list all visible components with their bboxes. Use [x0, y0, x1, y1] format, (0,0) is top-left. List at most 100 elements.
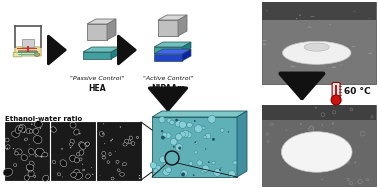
Bar [262, 105, 376, 186]
Ellipse shape [262, 40, 267, 41]
Circle shape [78, 170, 79, 171]
Circle shape [203, 167, 209, 172]
Ellipse shape [369, 18, 370, 19]
Circle shape [181, 170, 187, 177]
Circle shape [61, 148, 63, 149]
Ellipse shape [18, 127, 22, 131]
Circle shape [189, 161, 193, 166]
Circle shape [201, 170, 204, 173]
Circle shape [201, 125, 204, 129]
Ellipse shape [122, 163, 127, 166]
Circle shape [194, 151, 197, 154]
Circle shape [187, 122, 192, 128]
Circle shape [195, 141, 196, 143]
Circle shape [161, 130, 163, 132]
Ellipse shape [117, 169, 120, 172]
Ellipse shape [29, 170, 31, 172]
Ellipse shape [368, 53, 372, 54]
Ellipse shape [99, 132, 104, 136]
Circle shape [228, 171, 235, 177]
Ellipse shape [70, 155, 76, 161]
Circle shape [24, 132, 25, 133]
Bar [262, 2, 376, 84]
Circle shape [220, 128, 224, 132]
Circle shape [186, 132, 192, 138]
Circle shape [139, 175, 140, 176]
Circle shape [203, 136, 206, 139]
Circle shape [208, 115, 216, 123]
Circle shape [100, 175, 101, 176]
Text: HEA: HEA [88, 84, 106, 93]
Polygon shape [87, 24, 107, 40]
Bar [97, 122, 141, 180]
Polygon shape [154, 42, 191, 47]
Circle shape [220, 167, 222, 168]
Circle shape [167, 118, 172, 123]
Ellipse shape [28, 149, 34, 155]
Ellipse shape [102, 156, 105, 159]
Ellipse shape [33, 136, 42, 144]
Circle shape [212, 161, 215, 164]
Ellipse shape [74, 158, 79, 163]
Ellipse shape [127, 140, 131, 144]
Ellipse shape [34, 53, 40, 56]
Ellipse shape [316, 51, 320, 52]
Circle shape [321, 152, 323, 154]
Polygon shape [87, 19, 116, 24]
Ellipse shape [74, 172, 82, 179]
Bar [262, 2, 376, 20]
Ellipse shape [262, 43, 266, 45]
Circle shape [166, 133, 171, 138]
Bar [152, 117, 237, 177]
Ellipse shape [19, 124, 26, 132]
Circle shape [79, 133, 81, 134]
FancyBboxPatch shape [13, 52, 21, 57]
Circle shape [214, 169, 221, 176]
Ellipse shape [79, 143, 86, 149]
Circle shape [208, 161, 210, 163]
Bar [335, 85, 337, 98]
Ellipse shape [352, 46, 356, 47]
Ellipse shape [43, 175, 49, 181]
Polygon shape [83, 47, 120, 52]
Polygon shape [182, 49, 191, 61]
Ellipse shape [83, 169, 85, 171]
Text: "Passive Control": "Passive Control" [70, 76, 124, 81]
Bar [17, 50, 37, 51]
Circle shape [7, 148, 8, 149]
Circle shape [102, 133, 104, 135]
Circle shape [103, 123, 104, 124]
Circle shape [163, 163, 166, 166]
Circle shape [91, 167, 92, 168]
Ellipse shape [73, 169, 80, 177]
Ellipse shape [79, 142, 84, 147]
Ellipse shape [15, 125, 22, 133]
Circle shape [82, 178, 83, 179]
Ellipse shape [70, 139, 74, 144]
Polygon shape [154, 47, 182, 53]
Ellipse shape [51, 127, 56, 132]
Text: NIPAAm: NIPAAm [151, 84, 185, 93]
Ellipse shape [136, 136, 138, 139]
Ellipse shape [71, 172, 77, 177]
Circle shape [170, 120, 174, 125]
Circle shape [355, 161, 356, 163]
Circle shape [110, 140, 112, 141]
Ellipse shape [129, 136, 133, 140]
Ellipse shape [85, 142, 89, 146]
Circle shape [175, 133, 182, 140]
Circle shape [286, 129, 287, 131]
Circle shape [202, 165, 209, 172]
Circle shape [194, 125, 202, 133]
Ellipse shape [19, 125, 23, 130]
Ellipse shape [102, 151, 105, 156]
Circle shape [155, 165, 161, 171]
Ellipse shape [3, 168, 12, 176]
Ellipse shape [288, 71, 289, 73]
Polygon shape [182, 42, 191, 53]
Ellipse shape [70, 143, 73, 146]
Circle shape [228, 131, 229, 133]
Circle shape [120, 126, 121, 128]
Ellipse shape [28, 170, 34, 177]
Bar [262, 105, 376, 120]
